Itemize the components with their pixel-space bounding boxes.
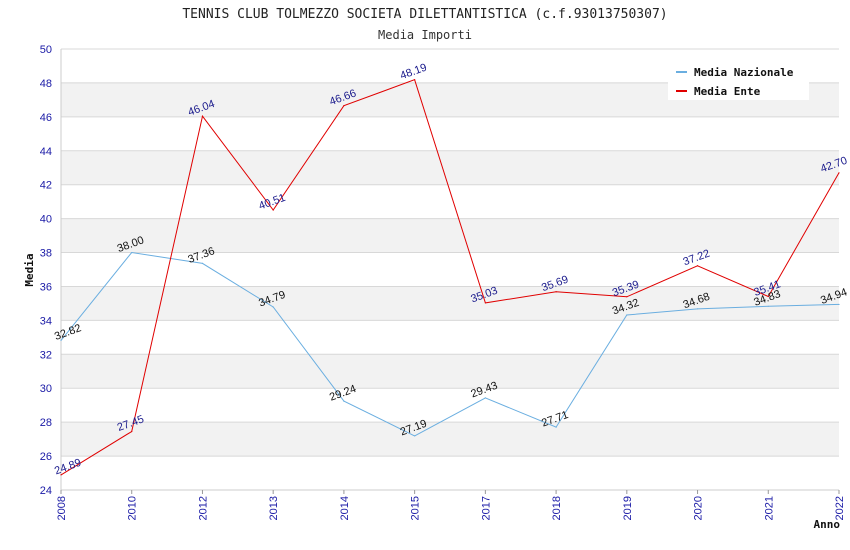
y-axis-label: Media bbox=[23, 253, 36, 286]
data-point bbox=[767, 305, 769, 307]
grid-band bbox=[61, 456, 839, 490]
x-tick-label: 2018 bbox=[551, 496, 563, 520]
data-point bbox=[343, 400, 345, 402]
x-tick-label: 2008 bbox=[56, 496, 68, 520]
x-tick-label: 2021 bbox=[763, 496, 775, 520]
y-tick-label: 46 bbox=[40, 112, 52, 124]
grid-band bbox=[61, 320, 839, 355]
data-point bbox=[272, 306, 274, 308]
data-point bbox=[131, 430, 133, 433]
x-tick-label: 2020 bbox=[693, 496, 705, 520]
y-tick-label: 32 bbox=[40, 349, 52, 361]
series-line-ente bbox=[60, 79, 840, 476]
data-point bbox=[272, 209, 274, 211]
y-tick-label: 42 bbox=[40, 180, 52, 192]
data-point bbox=[201, 115, 204, 117]
grid-band bbox=[61, 354, 839, 389]
legend: Media Nazionale Media Ente bbox=[668, 60, 809, 100]
x-tick-label: 2017 bbox=[480, 496, 492, 520]
grid-band bbox=[61, 252, 839, 287]
grid-band bbox=[61, 218, 839, 253]
y-tick-label: 24 bbox=[40, 485, 52, 497]
y-tick-label: 50 bbox=[40, 44, 52, 56]
data-point bbox=[484, 302, 486, 304]
series-line-nazionale bbox=[60, 251, 840, 437]
data-point bbox=[767, 295, 769, 298]
x-axis-label: Anno bbox=[814, 518, 841, 531]
chart-subtitle: Media Importi bbox=[378, 28, 472, 42]
data-point bbox=[131, 251, 133, 254]
data-point bbox=[60, 474, 62, 476]
legend-entry: Media Ente bbox=[694, 85, 761, 98]
data-point bbox=[838, 172, 840, 174]
x-tick-label: 2015 bbox=[410, 496, 422, 520]
chart-title: TENNIS CLUB TOLMEZZO SOCIETA DILETTANTIS… bbox=[182, 7, 667, 22]
grid-band bbox=[61, 150, 839, 185]
y-tick-label: 44 bbox=[40, 146, 52, 158]
grid-band bbox=[61, 286, 839, 321]
data-point bbox=[555, 426, 557, 428]
data-point bbox=[838, 303, 840, 306]
x-tick-label: 2022 bbox=[834, 496, 846, 520]
x-tick-label: 2010 bbox=[127, 496, 139, 520]
data-point bbox=[343, 105, 345, 107]
x-tick-label: 2012 bbox=[197, 496, 209, 520]
data-point bbox=[696, 265, 699, 267]
data-point bbox=[201, 262, 204, 264]
y-tick-label: 34 bbox=[40, 315, 52, 327]
x-tick-label: 2019 bbox=[622, 496, 634, 520]
legend-box bbox=[668, 60, 809, 100]
y-tick-label: 26 bbox=[40, 451, 52, 463]
data-point bbox=[626, 314, 628, 316]
axes: 24 26 28 30 32 34 36 38 40 42 44 46 48 50 2008 2010 2012… bbox=[40, 44, 846, 520]
y-tick-label: 36 bbox=[40, 281, 52, 293]
data-point bbox=[414, 79, 416, 81]
x-tick-label: 2014 bbox=[339, 496, 351, 520]
grid-band bbox=[61, 116, 839, 151]
grid-band bbox=[61, 422, 839, 457]
series-lines bbox=[60, 79, 840, 476]
y-tick-label: 28 bbox=[40, 417, 52, 429]
data-point bbox=[414, 435, 416, 437]
data-point bbox=[626, 296, 628, 298]
data-point bbox=[696, 308, 699, 310]
data-point bbox=[484, 397, 486, 399]
y-tick-label: 30 bbox=[40, 383, 52, 395]
data-point bbox=[60, 339, 62, 341]
data-point bbox=[555, 291, 557, 293]
y-tick-label: 40 bbox=[40, 214, 52, 226]
grid bbox=[61, 48, 839, 491]
y-tick-label: 38 bbox=[40, 248, 52, 260]
y-tick-label: 48 bbox=[40, 78, 52, 90]
legend-entry: Media Nazionale bbox=[694, 66, 794, 79]
x-tick-label: 2013 bbox=[268, 496, 280, 520]
